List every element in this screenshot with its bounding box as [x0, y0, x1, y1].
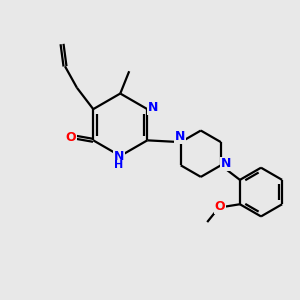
Text: O: O — [214, 200, 225, 213]
Text: N: N — [221, 157, 231, 170]
Text: N: N — [175, 130, 185, 143]
Text: N: N — [148, 101, 158, 114]
Text: N: N — [114, 150, 124, 163]
Text: H: H — [114, 160, 123, 170]
Text: O: O — [66, 131, 76, 144]
